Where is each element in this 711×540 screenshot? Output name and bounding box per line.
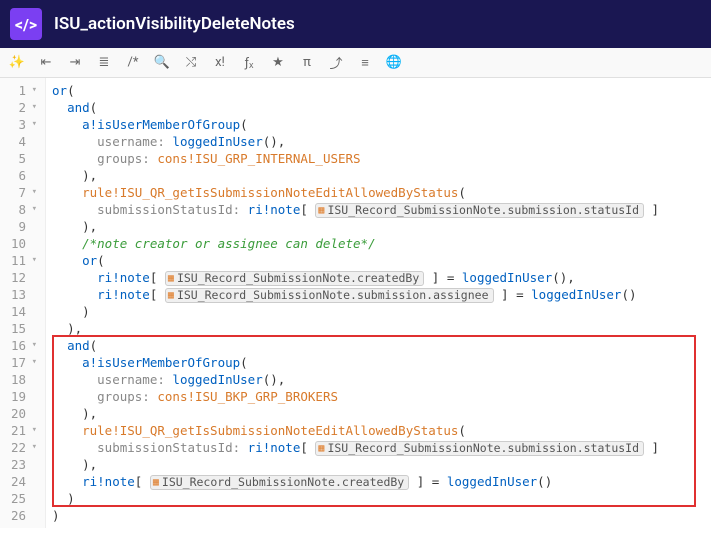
code-line[interactable]: a!isUserMemberOfGroup( xyxy=(52,354,711,371)
db-icon[interactable]: ≡ xyxy=(356,54,374,72)
x-bang-icon[interactable]: x! xyxy=(211,54,229,72)
code-line[interactable]: ), xyxy=(52,456,711,473)
fx-icon[interactable]: ƒₓ xyxy=(240,54,258,72)
line-number: 16▾ xyxy=(0,337,41,354)
code-line[interactable]: username: loggedInUser(), xyxy=(52,371,711,388)
code-line[interactable]: groups: cons!ISU_GRP_INTERNAL_USERS xyxy=(52,150,711,167)
outdent-icon[interactable]: ⇤ xyxy=(37,54,55,72)
list-icon[interactable]: ≣ xyxy=(95,54,113,72)
record-ref[interactable]: ▦ISU_Record_SubmissionNote.createdBy xyxy=(165,271,424,286)
star-icon[interactable]: ★ xyxy=(269,54,287,72)
code-line[interactable]: ), xyxy=(52,405,711,422)
code-line[interactable]: ri!note[ ▦ISU_Record_SubmissionNote.subm… xyxy=(52,286,711,303)
code-line[interactable]: submissionStatusId: ri!note[ ▦ISU_Record… xyxy=(52,201,711,218)
wand-icon[interactable]: ✨ xyxy=(8,54,26,72)
code-line[interactable]: rule!ISU_QR_getIsSubmissionNoteEditAllow… xyxy=(52,184,711,201)
line-number: 21▾ xyxy=(0,422,41,439)
export-icon[interactable]: ⤴ xyxy=(327,54,345,72)
code-line[interactable]: submissionStatusId: ri!note[ ▦ISU_Record… xyxy=(52,439,711,456)
search-icon[interactable]: 🔍 xyxy=(153,54,171,72)
code-line[interactable]: and( xyxy=(52,337,711,354)
line-number: 3▾ xyxy=(0,116,41,133)
line-number: 11▾ xyxy=(0,252,41,269)
page-title: ISU_actionVisibilityDeleteNotes xyxy=(54,14,295,34)
record-ref[interactable]: ▦ISU_Record_SubmissionNote.submission.st… xyxy=(315,441,644,456)
line-number: 26 xyxy=(0,507,41,524)
line-gutter: 1▾2▾3▾4567▾8▾91011▾1213141516▾17▾1819202… xyxy=(0,78,46,528)
line-number: 24 xyxy=(0,473,41,490)
code-line[interactable]: a!isUserMemberOfGroup( xyxy=(52,116,711,133)
line-number: 9 xyxy=(0,218,41,235)
globe-icon[interactable]: 🌐 xyxy=(385,54,403,72)
line-number: 14 xyxy=(0,303,41,320)
title-bar: </> ISU_actionVisibilityDeleteNotes xyxy=(0,0,711,48)
line-number: 6 xyxy=(0,167,41,184)
code-editor[interactable]: 1▾2▾3▾4567▾8▾91011▾1213141516▾17▾1819202… xyxy=(0,78,711,528)
record-ref[interactable]: ▦ISU_Record_SubmissionNote.submission.st… xyxy=(315,203,644,218)
line-number: 1▾ xyxy=(0,82,41,99)
pi-icon[interactable]: π xyxy=(298,54,316,72)
record-ref[interactable]: ▦ISU_Record_SubmissionNote.createdBy xyxy=(150,475,409,490)
code-line[interactable]: ) xyxy=(52,303,711,320)
line-number: 12 xyxy=(0,269,41,286)
record-ref[interactable]: ▦ISU_Record_SubmissionNote.submission.as… xyxy=(165,288,494,303)
code-line[interactable]: ) xyxy=(52,507,711,524)
code-line[interactable]: ), xyxy=(52,218,711,235)
toolbar: ✨ ⇤ ⇥ ≣ /* 🔍 ⤭ x! ƒₓ ★ π ⤴ ≡ 🌐 xyxy=(0,48,711,78)
code-line[interactable]: username: loggedInUser(), xyxy=(52,133,711,150)
line-number: 4 xyxy=(0,133,41,150)
line-number: 5 xyxy=(0,150,41,167)
line-number: 22▾ xyxy=(0,439,41,456)
code-line[interactable]: or( xyxy=(52,82,711,99)
line-number: 17▾ xyxy=(0,354,41,371)
app-icon: </> xyxy=(10,8,42,40)
code-line[interactable]: groups: cons!ISU_BKP_GRP_BROKERS xyxy=(52,388,711,405)
code-line[interactable]: ri!note[ ▦ISU_Record_SubmissionNote.crea… xyxy=(52,473,711,490)
code-line[interactable]: ), xyxy=(52,167,711,184)
code-line[interactable]: ), xyxy=(52,320,711,337)
indent-icon[interactable]: ⇥ xyxy=(66,54,84,72)
code-area[interactable]: or( and( a!isUserMemberOfGroup( username… xyxy=(46,78,711,528)
code-line[interactable]: or( xyxy=(52,252,711,269)
code-line[interactable]: ) xyxy=(52,490,711,507)
shuffle-icon[interactable]: ⤭ xyxy=(182,54,200,72)
comment-icon[interactable]: /* xyxy=(124,54,142,72)
line-number: 13 xyxy=(0,286,41,303)
code-line[interactable]: /*note creator or assignee can delete*/ xyxy=(52,235,711,252)
code-line[interactable]: ri!note[ ▦ISU_Record_SubmissionNote.crea… xyxy=(52,269,711,286)
line-number: 8▾ xyxy=(0,201,41,218)
code-line[interactable]: and( xyxy=(52,99,711,116)
line-number: 25 xyxy=(0,490,41,507)
line-number: 19 xyxy=(0,388,41,405)
line-number: 18 xyxy=(0,371,41,388)
line-number: 7▾ xyxy=(0,184,41,201)
line-number: 20 xyxy=(0,405,41,422)
line-number: 2▾ xyxy=(0,99,41,116)
line-number: 23 xyxy=(0,456,41,473)
code-line[interactable]: rule!ISU_QR_getIsSubmissionNoteEditAllow… xyxy=(52,422,711,439)
line-number: 15 xyxy=(0,320,41,337)
line-number: 10 xyxy=(0,235,41,252)
